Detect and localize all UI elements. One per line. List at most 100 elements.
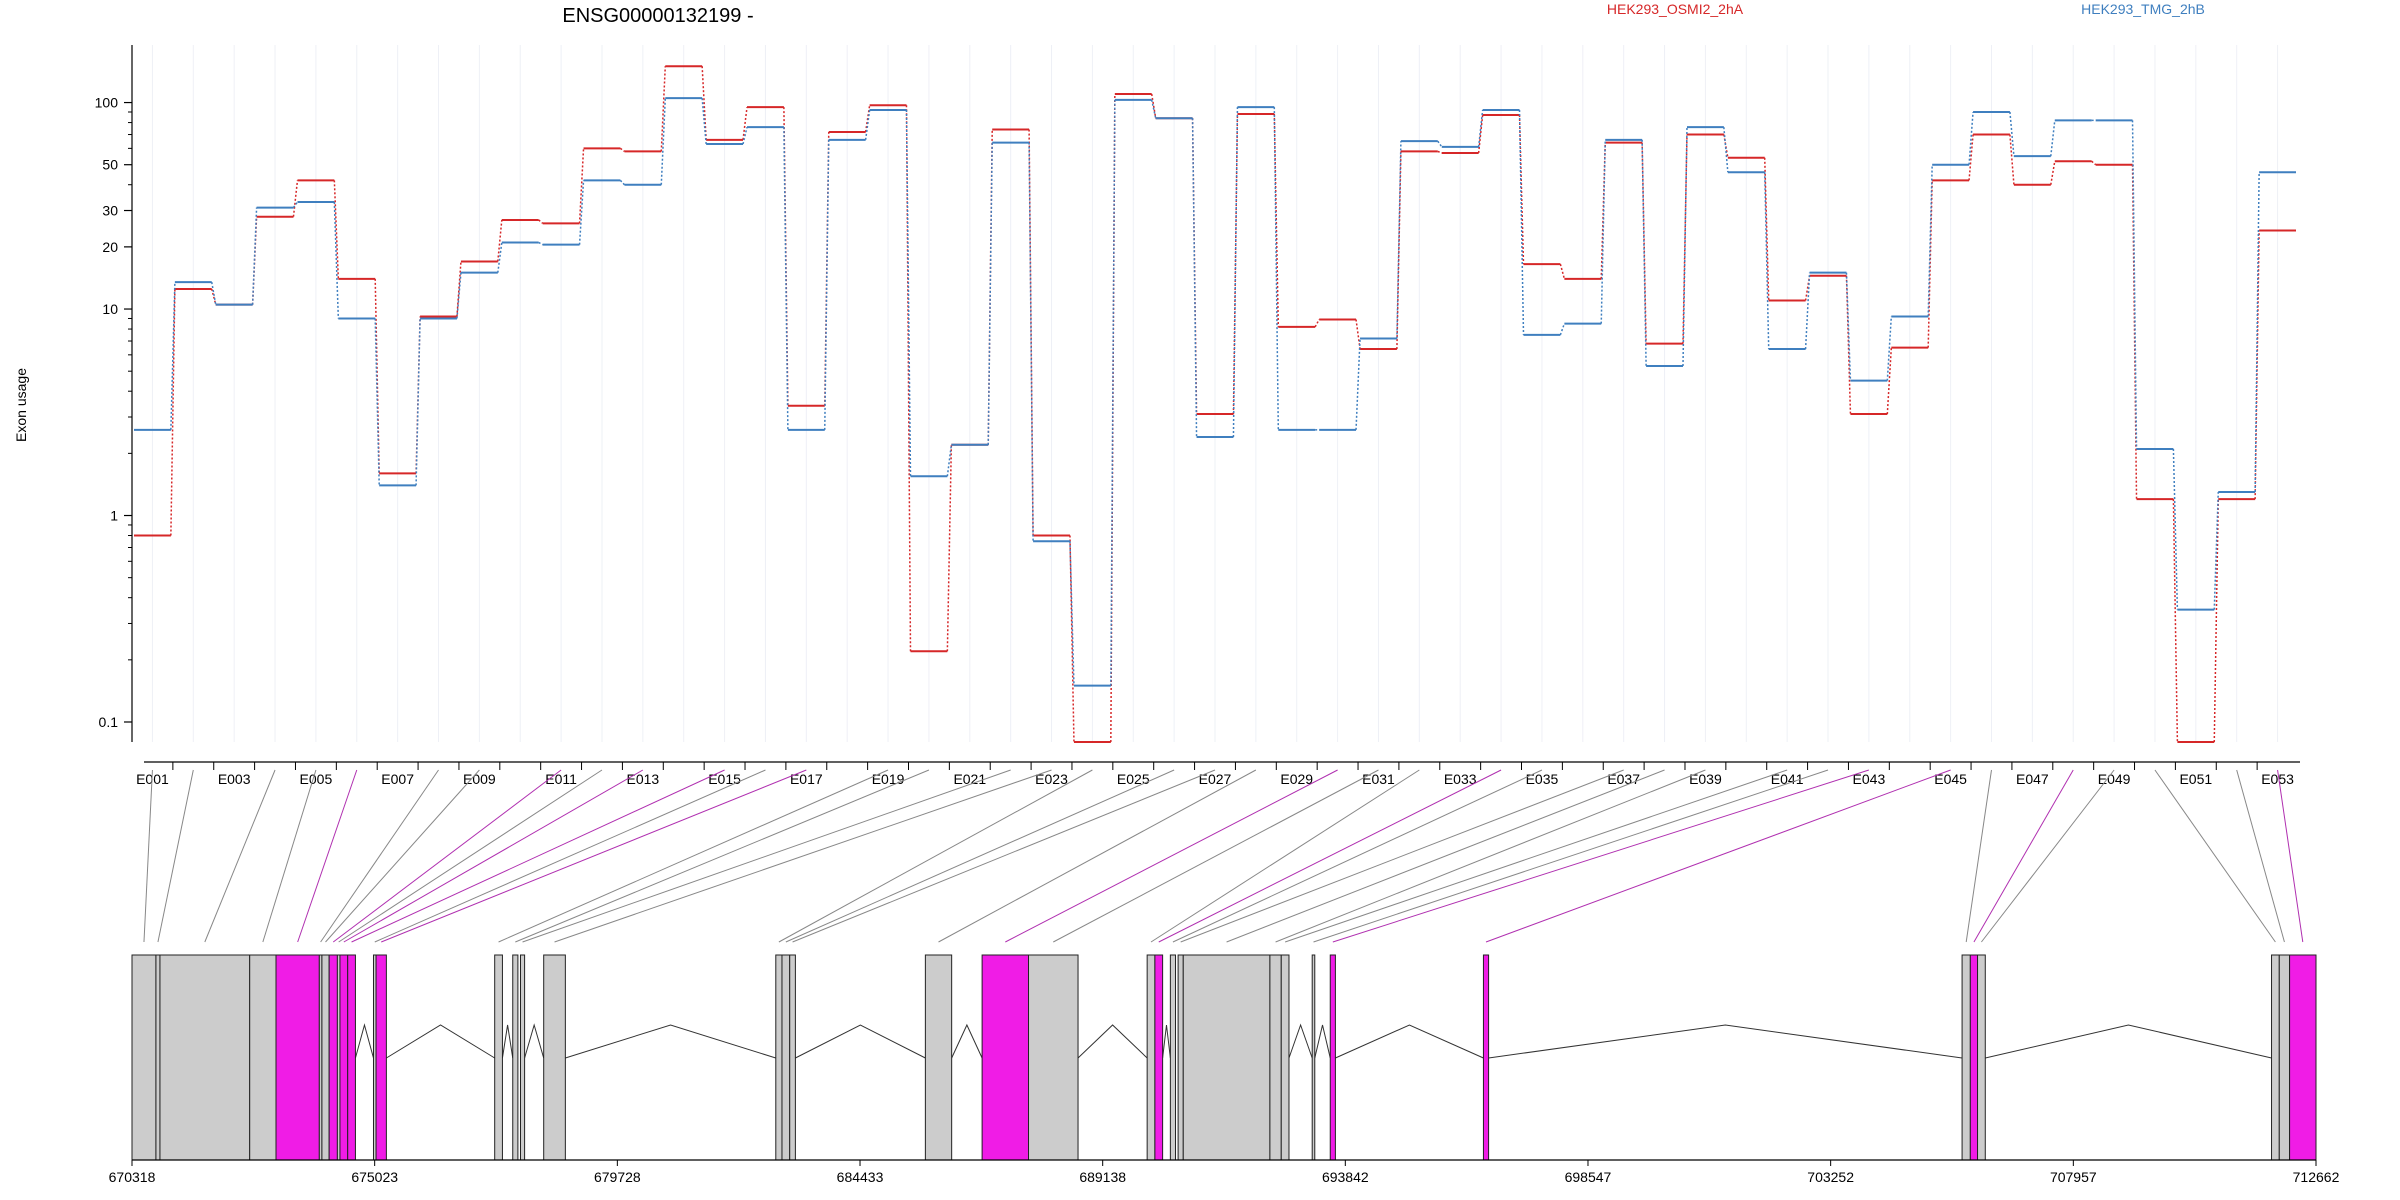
x-tick-label: E017 <box>790 771 823 787</box>
series-connector <box>1723 127 1729 173</box>
series-connector <box>1028 142 1034 542</box>
exon-connector <box>1053 769 1379 943</box>
series-connector <box>1927 164 1933 317</box>
series-connector <box>1968 111 1974 165</box>
genomic-tick-label: 693842 <box>1322 1169 1369 1185</box>
x-tick-label: E019 <box>872 771 905 787</box>
x-tick-label: E045 <box>1934 771 1967 787</box>
exon-connector <box>381 769 807 943</box>
exon-connector <box>1313 769 1829 943</box>
genomic-tick-label: 670318 <box>109 1169 156 1185</box>
series-connector <box>1437 150 1443 154</box>
exon-connector <box>1332 769 1870 943</box>
series-connector <box>864 105 871 133</box>
exon-connector <box>332 769 562 943</box>
intron <box>1488 1024 1963 1059</box>
series-connector <box>456 261 462 317</box>
intron <box>1335 1024 1484 1059</box>
series-connector <box>2050 120 2056 157</box>
x-tick-label: E021 <box>953 771 986 787</box>
exon-connector <box>792 769 1216 943</box>
series-connector <box>2213 491 2220 610</box>
y-axis-label: Exon usage <box>13 368 29 442</box>
series-connector <box>701 66 707 140</box>
exon-connector <box>1965 769 1992 943</box>
x-axis: E001 E003 E005 E007 E009 E011 E013 E015 E017 E019… <box>136 761 2300 787</box>
series-connector <box>1396 141 1402 339</box>
x-tick-label: E013 <box>626 771 659 787</box>
exon-block <box>1177 954 1184 1161</box>
genomic-tick-label: 679728 <box>594 1169 641 1185</box>
series-connector <box>1191 118 1198 438</box>
series-connector <box>987 142 993 445</box>
series-connector <box>333 180 340 279</box>
x-tick-label: E037 <box>1607 771 1640 787</box>
exon-block <box>512 954 519 1161</box>
series-connector <box>2172 499 2179 743</box>
series-connector <box>1600 139 1606 324</box>
series-connector <box>1886 347 1893 415</box>
exon-connector <box>498 769 889 943</box>
exon-connector <box>1981 769 2115 943</box>
y-tick-label: 0.1 <box>99 714 119 730</box>
connector-layer <box>143 769 2304 943</box>
series-connector <box>538 219 544 224</box>
series-layer <box>134 65 2296 743</box>
x-tick-label: E009 <box>463 771 496 787</box>
intron <box>1314 1024 1331 1059</box>
series-connector <box>497 242 503 273</box>
x-tick-label: E007 <box>381 771 414 787</box>
series-connector <box>333 201 340 319</box>
series-connector <box>1273 107 1280 430</box>
exon-block <box>1329 954 1336 1161</box>
intron <box>524 1023 545 1059</box>
intron <box>1985 1024 2272 1059</box>
exon-connector <box>938 769 1257 943</box>
exon-connector <box>297 769 358 943</box>
series-connector <box>783 127 789 430</box>
x-tick-label: E039 <box>1689 771 1722 787</box>
legend-entry-series-1: HEK293_OSMI2_2hA <box>1607 1 1744 17</box>
series-connector <box>578 148 585 224</box>
x-tick-label: E001 <box>136 771 169 787</box>
series-connector <box>1559 263 1566 280</box>
y-tick-label: 50 <box>102 157 118 173</box>
genomic-tick-label: 684433 <box>837 1169 884 1185</box>
series-connector <box>1682 134 1688 344</box>
exon-block <box>1311 954 1316 1161</box>
intron <box>951 1023 983 1059</box>
exon-connector <box>778 769 1093 943</box>
plot-grid <box>151 45 2279 742</box>
genomic-tick-label: 707957 <box>2050 1169 2097 1185</box>
x-tick-label: E015 <box>708 771 741 787</box>
x-tick-label: E029 <box>1280 771 1313 787</box>
series-connector <box>2009 134 2015 185</box>
series-connector <box>1723 134 1729 158</box>
gene-model <box>131 954 2317 1161</box>
exon-block <box>1146 954 1156 1161</box>
x-tick-label: E053 <box>2261 771 2294 787</box>
series-connector <box>1069 541 1075 686</box>
exon-connector <box>325 769 480 943</box>
exon-block <box>1280 954 1290 1161</box>
exon-block <box>375 954 387 1161</box>
exon-block <box>2278 954 2291 1161</box>
intron <box>386 1024 495 1059</box>
y-axis: 0.1 1 10 20 30 50 100 <box>95 45 133 742</box>
series-connector <box>2213 499 2220 743</box>
series-connector <box>170 282 176 430</box>
series-connector <box>1355 338 1361 430</box>
legend-entry-series-2: HEK293_TMG_2hB <box>2081 1 2205 17</box>
series-connector <box>497 219 503 262</box>
series-connector <box>1314 319 1320 328</box>
exon-connector <box>2277 769 2304 943</box>
series-connector <box>1110 94 1116 743</box>
y-tick-label: 20 <box>102 239 118 255</box>
exon-block <box>1182 954 1271 1161</box>
series-connector <box>946 444 953 477</box>
series-connector <box>415 318 421 486</box>
series-connector <box>1069 535 1075 743</box>
exon-connector <box>2236 769 2285 943</box>
x-tick-label: E025 <box>1117 771 1150 787</box>
